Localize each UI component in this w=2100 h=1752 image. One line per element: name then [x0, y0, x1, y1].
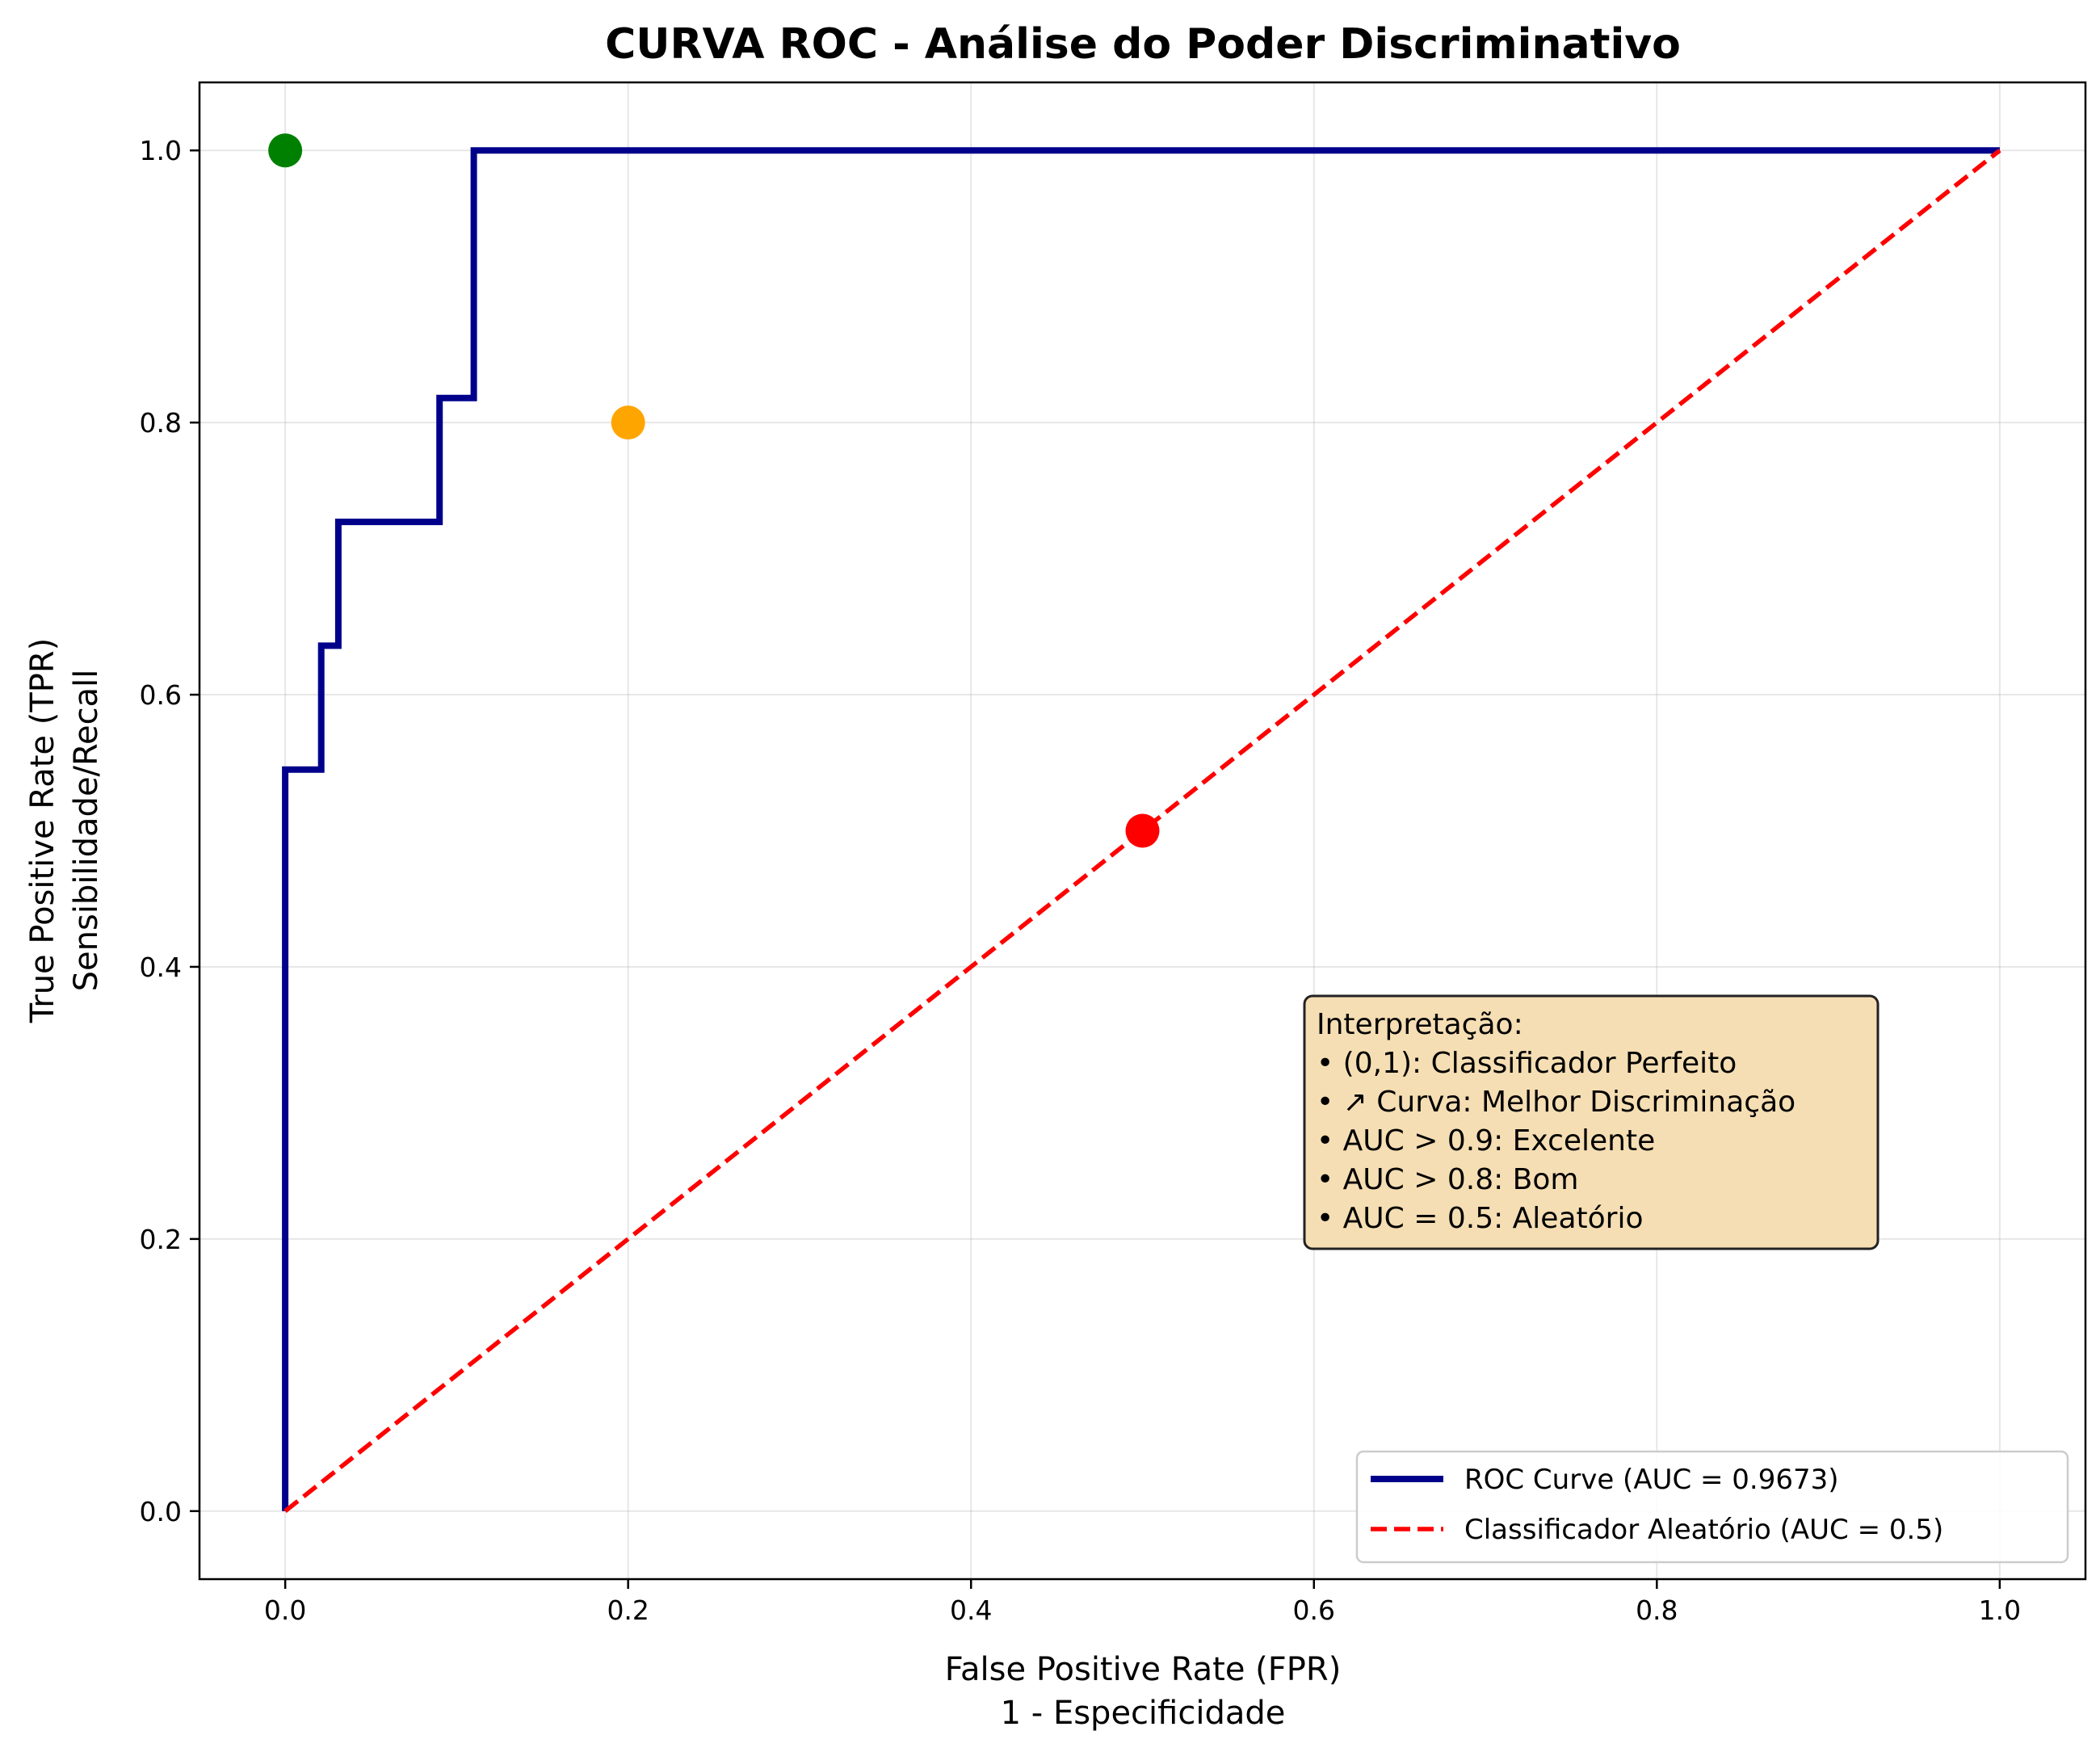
y-tick-label: 0.0 — [140, 1496, 182, 1527]
y-axis-label-line1: True Positive Rate (TPR) — [24, 638, 61, 1024]
x-tick-label: 0.0 — [264, 1594, 306, 1626]
y-tick-label: 0.2 — [140, 1224, 182, 1255]
x-tick-label: 0.8 — [1636, 1594, 1678, 1626]
interpretation-line: • AUC > 0.9: Excelente — [1317, 1124, 1655, 1157]
legend: ROC Curve (AUC = 0.9673) Classificador A… — [1355, 1450, 2069, 1564]
interpretation-line: • ↗ Curva: Melhor Discriminação — [1317, 1086, 1796, 1119]
random-classifier-line — [284, 149, 2001, 1513]
sample-point — [611, 405, 645, 440]
legend-random-label: Classificador Aleatório (AUC = 0.5) — [1464, 1514, 1943, 1546]
x-tick-label: 1.0 — [1979, 1594, 2021, 1626]
y-tick-label: 0.8 — [140, 407, 182, 439]
x-tick-label: 0.2 — [607, 1594, 649, 1626]
interpretation-line: • (0,1): Classificador Perfeito — [1317, 1047, 1737, 1080]
y-axis-label-line2: Sensibilidade/Recall — [68, 670, 105, 992]
y-tick-label: 0.6 — [140, 679, 182, 711]
series-layer — [282, 147, 2001, 1513]
y-tick-label: 1.0 — [140, 135, 182, 166]
legend-roc-label: ROC Curve (AUC = 0.9673) — [1464, 1464, 1839, 1496]
x-tick-label: 0.4 — [950, 1594, 992, 1626]
random-classifier-point — [1125, 813, 1160, 848]
interpretation-line: Interpretação: — [1317, 1008, 1523, 1041]
plot-frame — [198, 81, 2087, 1581]
points-layer — [268, 133, 1160, 848]
interpretation-line: • AUC = 0.5: Aleatório — [1317, 1202, 1643, 1235]
x-axis-label-line2: 1 - Especificidade — [1001, 1695, 1286, 1732]
interpretation-box: Interpretação: • (0,1): Classificador Pe… — [1303, 994, 1880, 1250]
chart-title: CURVA ROC - Análise do Poder Discriminat… — [605, 20, 1681, 69]
ticks: 0.0 0.2 0.4 0.6 0.8 1.0 0.0 0.2 0.4 0.6 0.8 1.0 — [140, 135, 2022, 1626]
roc-curve-line — [282, 147, 2000, 1511]
perfect-classifier-point — [268, 133, 303, 168]
y-tick-label: 0.4 — [140, 952, 182, 983]
interpretation-box-background — [1303, 994, 1880, 1250]
grid — [200, 82, 2085, 1579]
x-axis-label-line1: False Positive Rate (FPR) — [945, 1651, 1342, 1688]
interpretation-line: • AUC > 0.8: Bom — [1317, 1163, 1578, 1196]
legend-frame — [1355, 1450, 2069, 1564]
x-tick-label: 0.6 — [1293, 1594, 1335, 1626]
